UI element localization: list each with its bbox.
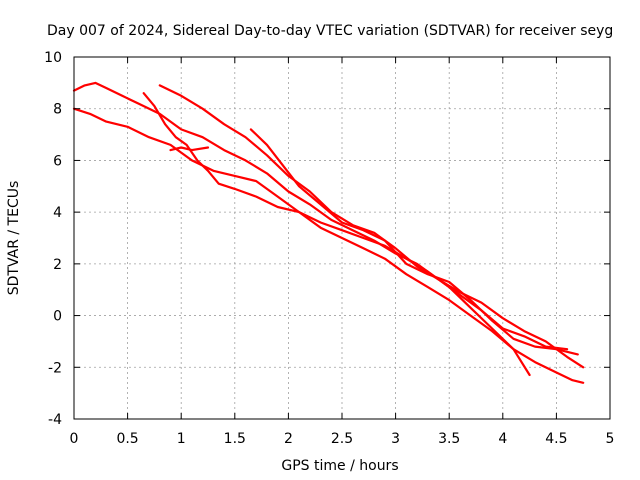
x-tick-label: 3	[391, 431, 400, 447]
y-tick-label: 0	[53, 309, 62, 325]
series-track-3	[158, 84, 569, 351]
x-tick-label: 4.5	[545, 431, 567, 447]
axis-ticks	[73, 56, 611, 420]
x-tick-label: 1	[177, 431, 186, 447]
y-tick-label: -2	[48, 360, 62, 376]
x-tick-label: 0	[70, 431, 79, 447]
series-track-4	[142, 92, 531, 377]
x-tick-label: 4	[498, 431, 507, 447]
series-track-5	[249, 128, 579, 356]
x-axis-label: GPS time / hours	[281, 458, 398, 474]
chart-title: Day 007 of 2024, Sidereal Day-to-day VTE…	[47, 23, 613, 39]
x-tick-label: 3.5	[438, 431, 460, 447]
series-group	[72, 81, 585, 384]
x-tick-label: 5	[606, 431, 615, 447]
series-track-1	[72, 81, 585, 369]
y-tick-label: 4	[53, 205, 62, 221]
x-tick-label: 0.5	[116, 431, 138, 447]
x-tick-label: 2.5	[331, 431, 353, 447]
x-tick-label: 2	[284, 431, 293, 447]
tick-labels: 0 0.5 1 1.5 2 2.5 3 3.5 4 4.5 5 -4 -2 0 2 4 6 8 10	[44, 50, 614, 447]
y-tick-label: -4	[48, 412, 62, 428]
y-tick-label: 8	[53, 102, 62, 118]
y-tick-label: 10	[44, 50, 62, 66]
y-tick-label: 2	[53, 257, 62, 273]
y-axis-label: SDTVAR / TECUs	[6, 181, 22, 296]
y-tick-label: 6	[53, 153, 62, 169]
series-track-6	[169, 146, 210, 152]
x-tick-label: 1.5	[224, 431, 246, 447]
